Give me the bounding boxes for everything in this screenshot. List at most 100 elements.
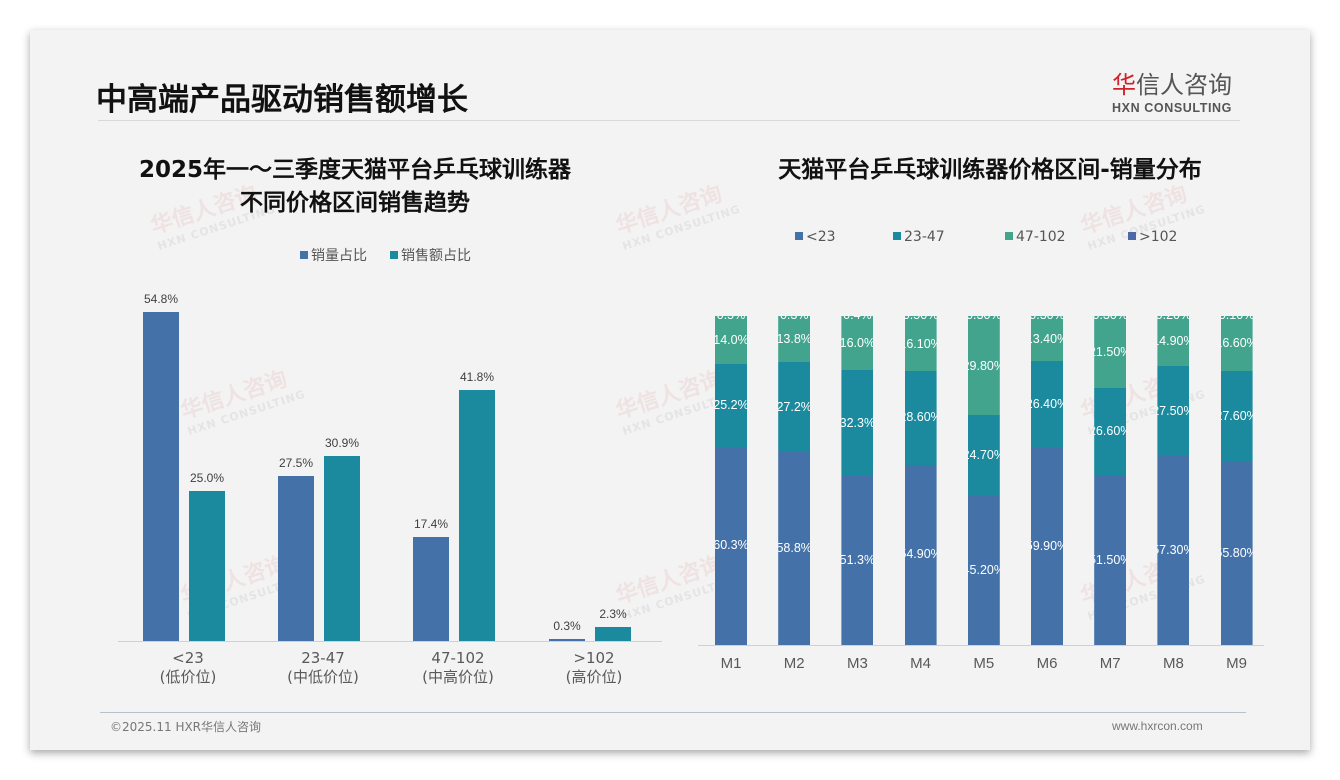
logo-cn-first: 华 bbox=[1112, 71, 1136, 99]
bar-segment: 27.2% bbox=[778, 362, 811, 452]
bar-volume bbox=[143, 312, 179, 641]
bar-segment: 14.90% bbox=[1157, 316, 1190, 366]
legend-swatch-icon bbox=[300, 251, 308, 259]
bar-segment: 26.40% bbox=[1031, 361, 1063, 448]
bar-segment: 13.8% bbox=[778, 316, 811, 363]
stacked-bar: 60.3% 25.2% 14.0% 0.5% bbox=[715, 316, 747, 645]
segment-label: 26.40% bbox=[1025, 396, 1069, 411]
bar-segment: 27.50% bbox=[1157, 365, 1190, 457]
x-axis-label: M1 bbox=[720, 655, 742, 672]
bar-segment: 0.50% bbox=[904, 316, 937, 322]
bar-segment: 26.60% bbox=[1094, 387, 1127, 476]
x-axis-label: M5 bbox=[973, 655, 995, 672]
bar-segment: 29.80% bbox=[967, 316, 1000, 416]
bar-segment: 14.0% bbox=[715, 317, 747, 364]
segment-label: 32.3% bbox=[839, 415, 876, 430]
segment-label: 0.20% bbox=[1155, 308, 1192, 322]
x-axis-label: >102 (高价位) bbox=[534, 649, 654, 687]
stacked-bar: 58.8% 27.2% 13.8% 0.3% bbox=[778, 316, 811, 645]
bar-segment: 16.10% bbox=[904, 317, 937, 371]
segment-label: 55.80% bbox=[1215, 545, 1258, 560]
bar-segment: 0.3% bbox=[778, 316, 811, 322]
slide: 华信人咨询 HXN CONSULTING 华信人咨询 HXN CONSULTING … bbox=[30, 30, 1310, 750]
bar-sales bbox=[459, 390, 495, 641]
segment-label: 13.40% bbox=[1025, 331, 1069, 346]
legend-item: 47-102 bbox=[1005, 229, 1066, 245]
x-axis-label: M7 bbox=[1099, 655, 1121, 672]
segment-label: 13.8% bbox=[776, 332, 812, 347]
segment-label: 0.30% bbox=[1092, 308, 1128, 322]
segment-label: 0.50% bbox=[902, 308, 939, 322]
left-chart-title: 2025年一～三季度天猫平台乒乓球训练器 不同价格区间销售趋势 bbox=[90, 154, 620, 220]
segment-label: 51.3% bbox=[839, 553, 876, 568]
data-label: 27.5% bbox=[278, 456, 314, 470]
segment-label: 27.2% bbox=[776, 399, 812, 414]
segment-label: 60.3% bbox=[713, 538, 749, 553]
footer-divider bbox=[100, 712, 1246, 713]
segment-label: 0.3% bbox=[779, 308, 809, 322]
bar-segment: 13.40% bbox=[1031, 316, 1063, 362]
legend-item: >102 bbox=[1128, 229, 1177, 245]
bar-segment: 51.3% bbox=[841, 476, 874, 645]
website-link[interactable]: www.hxrcon.com bbox=[1112, 719, 1203, 733]
title-divider bbox=[98, 120, 1240, 121]
segment-label: 27.60% bbox=[1215, 408, 1258, 423]
segment-label: 14.0% bbox=[713, 333, 749, 348]
data-label: 0.3% bbox=[553, 619, 581, 634]
bar-segment: 0.5% bbox=[715, 316, 747, 322]
page-title: 中高端产品驱动销售额增长 bbox=[96, 82, 468, 118]
segment-label: 0.30% bbox=[1029, 308, 1065, 322]
category-label: <23 bbox=[172, 649, 204, 667]
bar-volume bbox=[549, 639, 585, 641]
segment-label: 27.50% bbox=[1152, 403, 1195, 418]
segment-label: 0.4% bbox=[843, 308, 872, 322]
segment-label: 29.80% bbox=[962, 358, 1005, 373]
segment-label: 0.5% bbox=[716, 308, 746, 322]
category-sublabel: (中低价位) bbox=[287, 668, 359, 686]
category-sublabel: (低价位) bbox=[159, 668, 217, 686]
bar-segment: 58.8% bbox=[778, 451, 811, 645]
legend-swatch-icon bbox=[1128, 232, 1136, 240]
bar-segment: 16.0% bbox=[841, 317, 874, 370]
stacked-bar: 57.30% 27.50% 14.90% 0.20% bbox=[1157, 316, 1190, 645]
category-sublabel: (高价位) bbox=[565, 668, 623, 686]
segment-label: 54.90% bbox=[899, 547, 942, 562]
bar-segment: 21.50% bbox=[1094, 316, 1127, 388]
segment-label: 16.60% bbox=[1215, 336, 1258, 351]
right-chart-plot: 60.3% 25.2% 14.0% 0.5% M1 58.8% 27.2% 13.8% 0.3%… bbox=[698, 310, 1268, 690]
segment-label: 57.30% bbox=[1152, 543, 1195, 558]
category-label: 23-47 bbox=[301, 649, 345, 667]
bar-segment: 0.30% bbox=[1031, 316, 1063, 322]
data-label: 25.0% bbox=[189, 471, 225, 485]
data-label: 30.9% bbox=[324, 435, 360, 450]
bar-segment: 54.90% bbox=[904, 464, 937, 645]
right-chart-legend: <23 23-47 47-102 >102 bbox=[795, 229, 1255, 249]
bar-segment: 45.20% bbox=[967, 496, 1000, 645]
segment-label: 26.60% bbox=[1088, 424, 1132, 439]
legend-item: <23 bbox=[795, 229, 836, 245]
legend-item: 销量占比 bbox=[300, 245, 367, 265]
left-chart-plot: 54.8% 25.0% <23 (低价位) 27.5% 30.9% 23-47 (中低价位) 1… bbox=[118, 270, 662, 690]
legend-label: 47-102 bbox=[1016, 229, 1066, 245]
segment-label: 51.50% bbox=[1088, 552, 1132, 567]
segment-label: 45.20% bbox=[962, 563, 1005, 578]
segment-label: 16.0% bbox=[839, 336, 876, 351]
bar-segment: 59.90% bbox=[1031, 447, 1063, 645]
stacked-bar: 59.90% 26.40% 13.40% 0.30% bbox=[1031, 316, 1063, 645]
x-axis-label: M6 bbox=[1036, 655, 1058, 672]
bar-volume bbox=[413, 536, 449, 641]
x-axis-label: M9 bbox=[1226, 655, 1248, 672]
data-label: 2.3% bbox=[599, 607, 627, 622]
logo-cn-rest: 信人咨询 bbox=[1136, 71, 1232, 99]
category-label: >102 bbox=[573, 649, 615, 667]
stacked-bar: 55.80% 27.60% 16.60% 0.10% bbox=[1220, 316, 1253, 645]
stacked-bar: 51.50% 26.60% 21.50% 0.30% bbox=[1094, 316, 1127, 645]
x-axis-label: M4 bbox=[910, 655, 932, 672]
x-axis-line bbox=[118, 641, 662, 642]
segment-label: 21.50% bbox=[1088, 344, 1132, 359]
x-axis-line bbox=[698, 645, 1264, 646]
bar-segment: 60.3% bbox=[715, 446, 747, 645]
bar-sales bbox=[324, 455, 360, 641]
bar-sales bbox=[189, 491, 225, 641]
legend-swatch-icon bbox=[795, 232, 803, 240]
